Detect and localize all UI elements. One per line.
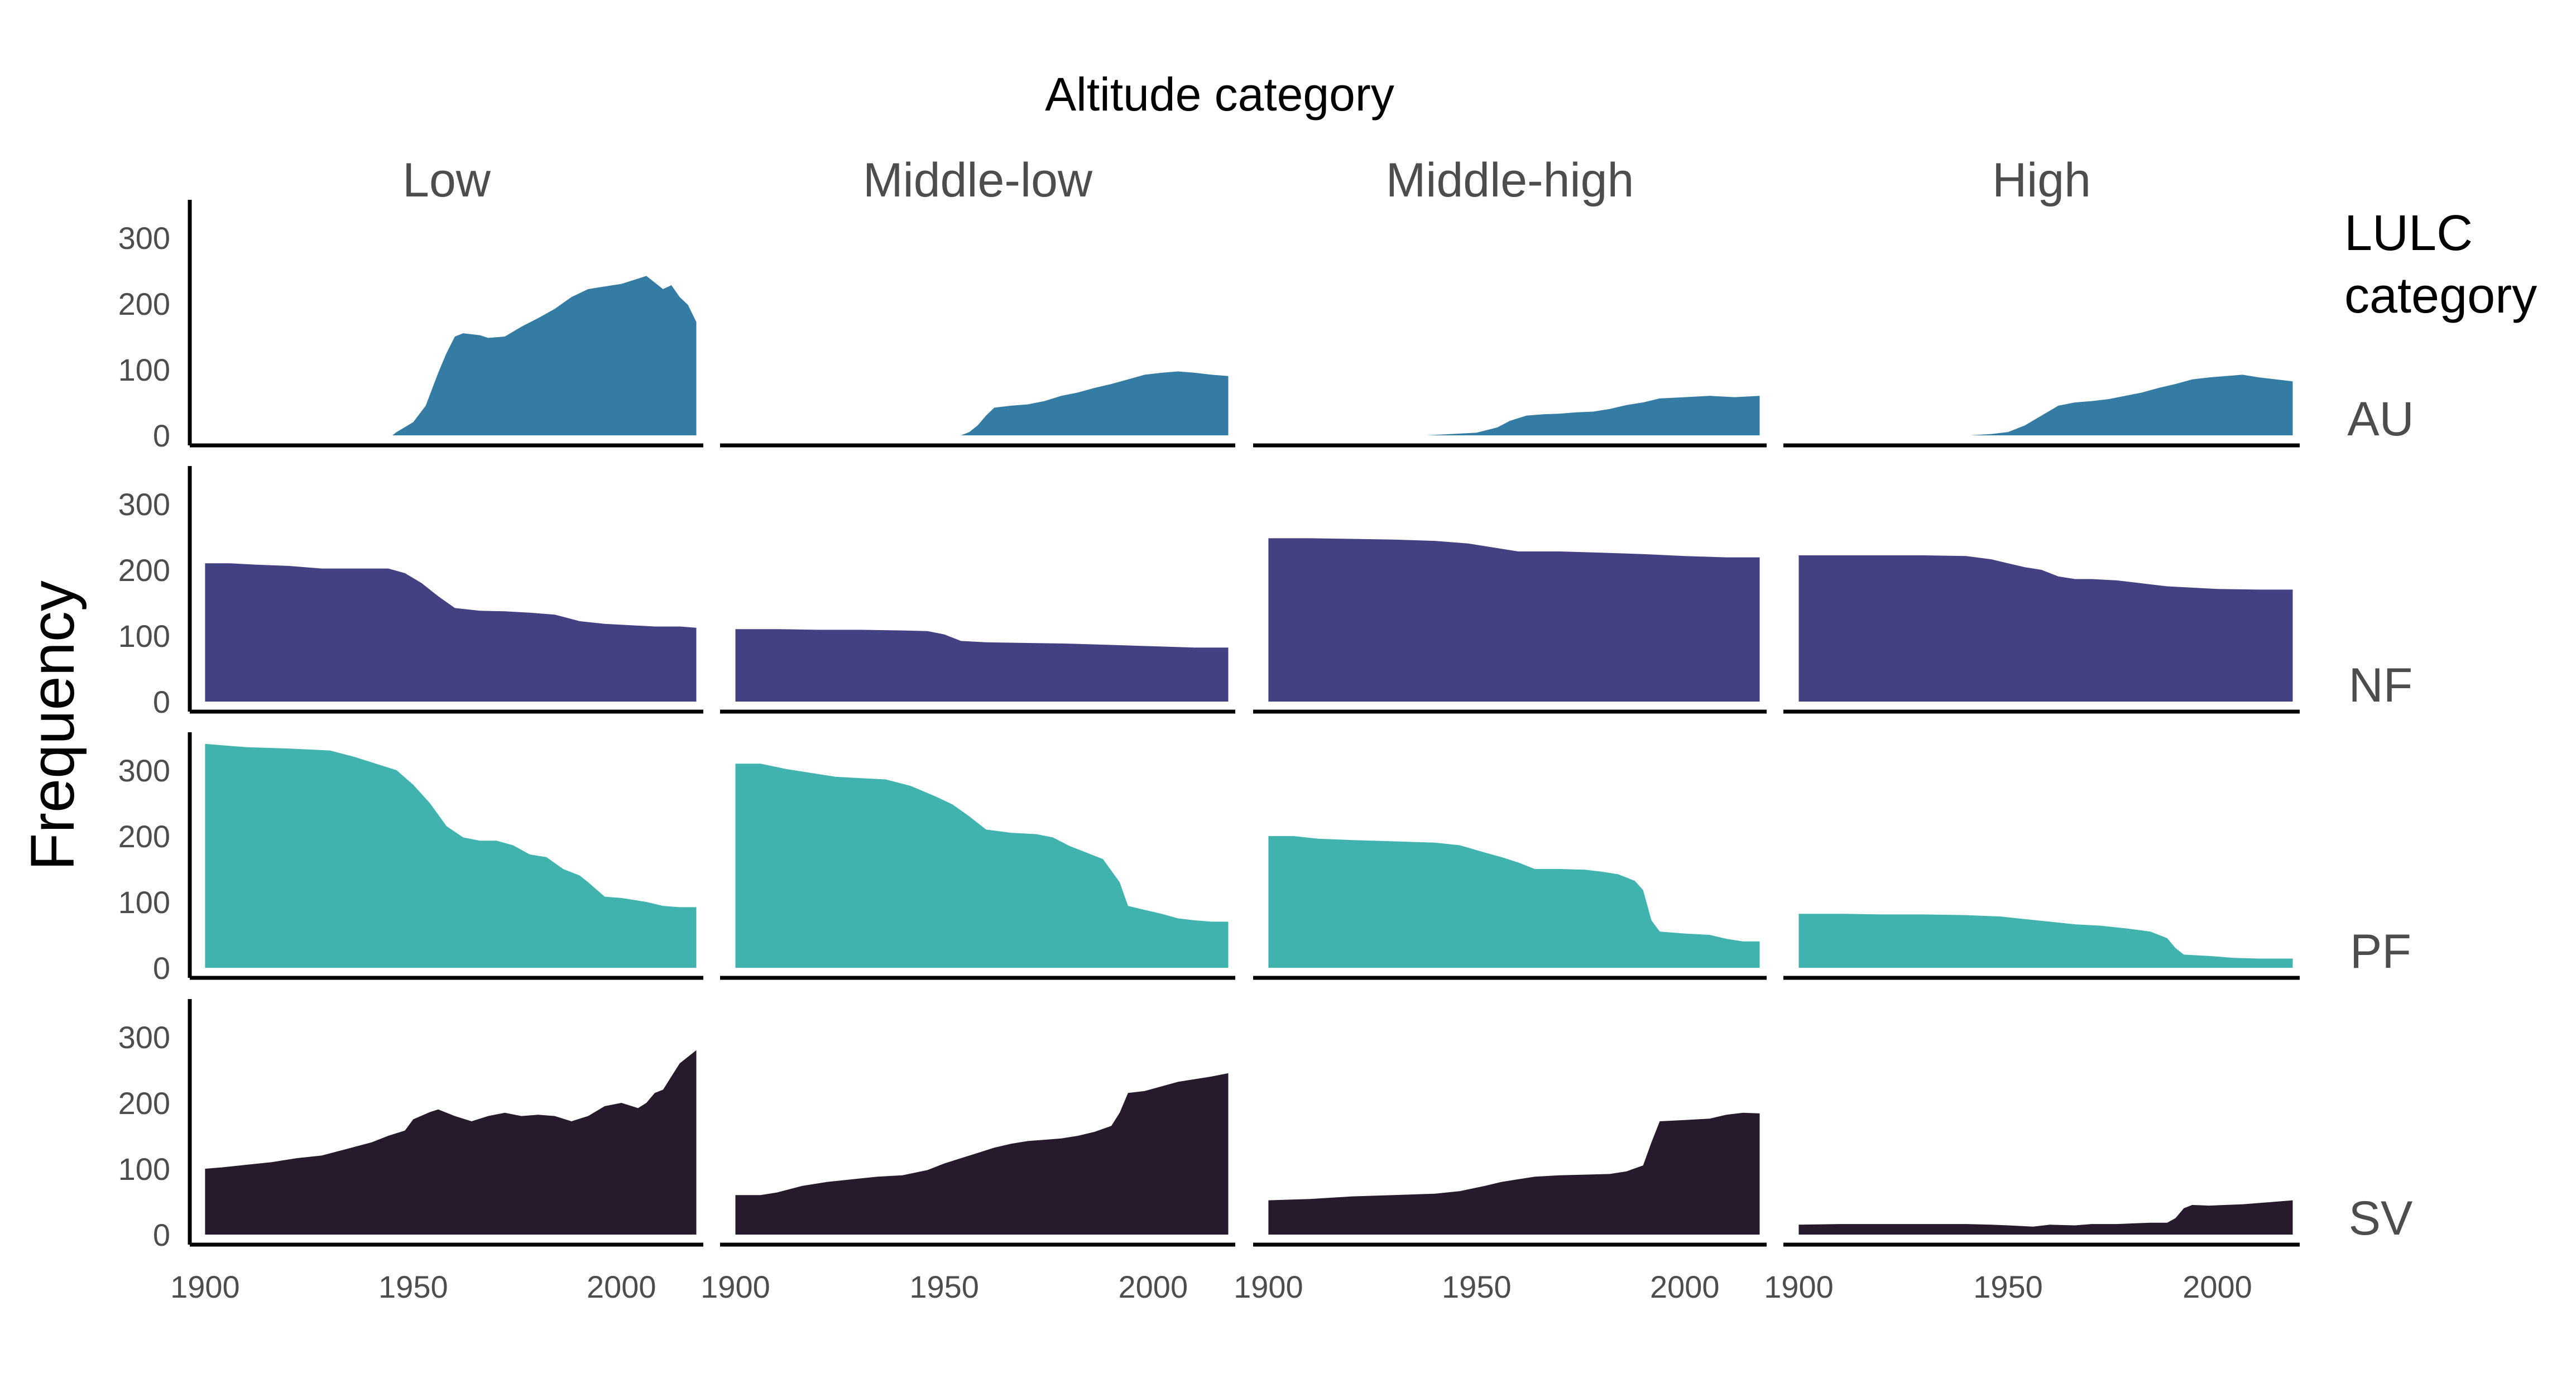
row-strip-label: AU — [2347, 392, 2414, 446]
y-tick-label: 0 — [153, 684, 170, 719]
y-tick-label: 200 — [118, 553, 170, 588]
area-sv-middle-high — [1268, 1112, 1760, 1235]
chart-title: Altitude category — [1045, 68, 1394, 121]
y-tick-label: 0 — [153, 950, 170, 986]
x-tick-label: 2000 — [1119, 1269, 1188, 1304]
y-tick-label: 100 — [118, 1151, 170, 1187]
y-tick-label: 200 — [118, 819, 170, 854]
y-axis-label: Frequency — [18, 580, 87, 871]
area-sv-low — [205, 1050, 697, 1235]
y-tick-label: 100 — [118, 885, 170, 920]
area-nf-low — [205, 563, 697, 702]
x-tick-label: 1900 — [170, 1269, 240, 1304]
legend-title: LULC category — [2344, 205, 2537, 324]
area-pf-middle-low — [735, 764, 1229, 968]
x-tick-label: 1900 — [1234, 1269, 1303, 1304]
x-tick-label: 1950 — [1442, 1269, 1512, 1304]
y-tick-label: 200 — [118, 1086, 170, 1121]
panel-grid: Low Middle-low Middle-high High AU 0 100 200 300… — [118, 153, 2414, 1304]
y-tick-label: 0 — [153, 418, 170, 453]
area-sv-high — [1798, 1200, 2293, 1235]
y-tick-label: 300 — [118, 487, 170, 522]
y-tick-label: 100 — [118, 618, 170, 654]
row-strip-label: PF — [2350, 925, 2411, 978]
x-tick-label: 1950 — [378, 1269, 448, 1304]
area-pf-middle-high — [1268, 836, 1760, 968]
x-tick-label: 1900 — [1764, 1269, 1834, 1304]
y-tick-label: 200 — [118, 286, 170, 321]
row-strip-label: NF — [2349, 659, 2413, 712]
column-strip-label: Middle-high — [1386, 153, 1634, 207]
x-tick-label: 1950 — [909, 1269, 979, 1304]
area-pf-high — [1798, 914, 2293, 968]
area-nf-high — [1798, 555, 2293, 702]
area-nf-middle-high — [1268, 538, 1760, 702]
area-pf-low — [205, 743, 697, 968]
area-au-middle-low — [735, 371, 1229, 435]
area-au-high — [1798, 375, 2293, 435]
x-tick-label: 1950 — [1973, 1269, 2043, 1304]
column-strip-label: Low — [402, 153, 491, 207]
y-tick-label: 300 — [118, 220, 170, 256]
x-tick-label: 2000 — [587, 1269, 656, 1304]
x-tick-label: 2000 — [1650, 1269, 1720, 1304]
y-tick-label: 300 — [118, 753, 170, 788]
area-au-middle-high — [1268, 396, 1760, 435]
area-au-low — [205, 276, 697, 435]
x-tick-label: 1900 — [701, 1269, 770, 1304]
x-tick-label: 2000 — [2182, 1269, 2252, 1304]
y-tick-label: 100 — [118, 352, 170, 387]
y-tick-label: 0 — [153, 1217, 170, 1252]
column-strip-label: Middle-low — [863, 153, 1093, 207]
row-strip-label: SV — [2349, 1192, 2413, 1245]
column-strip-label: High — [1992, 153, 2091, 207]
y-tick-label: 300 — [118, 1020, 170, 1055]
area-sv-middle-low — [735, 1073, 1229, 1235]
area-nf-middle-low — [735, 629, 1229, 702]
